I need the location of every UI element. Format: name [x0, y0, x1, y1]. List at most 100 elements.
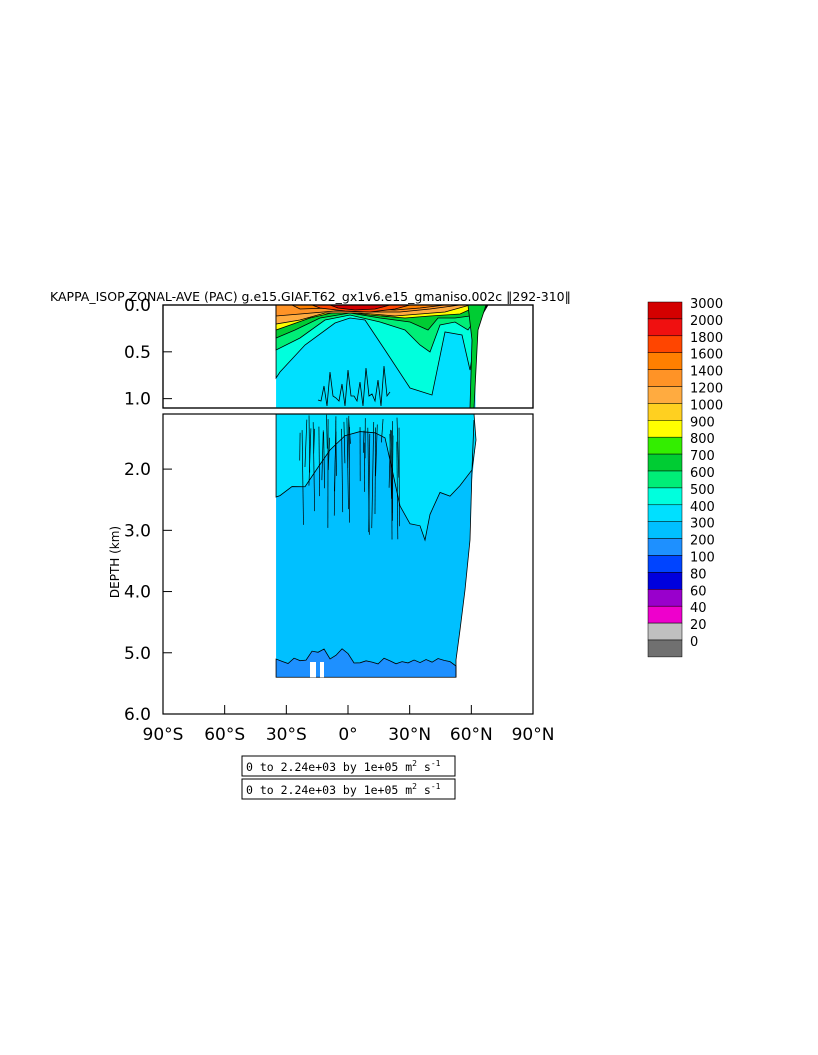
- colorbar-swatch: [647, 589, 683, 607]
- colorbar-label: 200: [690, 534, 715, 549]
- y-axis-label: DEPTH (km): [108, 526, 122, 598]
- contour-line: [362, 430, 365, 453]
- colorbar: 3000200018001600140012001000900800700600…: [647, 297, 723, 658]
- contour-line: [389, 433, 392, 499]
- colorbar-swatch: [647, 572, 683, 590]
- colorbar-label: 20: [690, 618, 707, 633]
- colorbar-swatch: [647, 487, 683, 506]
- colorbar-label: 3000: [690, 297, 723, 312]
- contour-line: [367, 427, 370, 535]
- contour-line: [308, 428, 312, 486]
- contour-line: [375, 424, 378, 477]
- y-tick-label: 5.0: [124, 644, 151, 664]
- contour-line: [391, 430, 393, 540]
- x-tick-label: 0°: [338, 725, 357, 745]
- data-gap: [320, 662, 324, 678]
- contour-line: [371, 421, 375, 529]
- contour-line: [312, 422, 315, 512]
- colorbar-label: 1600: [690, 348, 723, 363]
- y-tick-label: 0.5: [124, 343, 151, 363]
- colorbar-swatch: [647, 352, 683, 370]
- x-tick-label: 60°S: [204, 725, 245, 745]
- colorbar-swatch: [647, 369, 683, 387]
- data-gap: [310, 662, 316, 678]
- x-tick-label: 30°S: [266, 725, 307, 745]
- bottom-panel-field: [275, 413, 477, 678]
- contour-line: [347, 415, 350, 468]
- x-axis: 90°S 60°S 30°S 0° 30°N 60°N 90°N: [143, 705, 555, 745]
- colorbar-swatch: [647, 538, 683, 556]
- chart-title: KAPPA_ISOP ZONAL-AVE (PAC) g.e15.GIAF.T6…: [50, 289, 571, 304]
- contour-line: [301, 430, 304, 525]
- colorbar-label: 600: [690, 466, 715, 481]
- y-tick-label: 1.0: [124, 390, 151, 410]
- info-box-text: 0 to 2.24e+03 by 1e+05 m2 s-1: [246, 759, 441, 774]
- colorbar-label: 0: [690, 635, 698, 650]
- colorbar-label: 80: [690, 567, 707, 582]
- colorbar-label: 40: [690, 601, 707, 616]
- top-panel-field: [275, 304, 490, 409]
- colorbar-swatch: [647, 470, 683, 489]
- colorbar-label: 1200: [690, 382, 723, 397]
- colorbar-swatch: [647, 386, 683, 404]
- colorbar-swatch: [647, 420, 683, 438]
- top-panel-border: [162, 304, 534, 409]
- colorbar-swatch: [647, 605, 683, 624]
- colorbar-swatch: [647, 453, 683, 472]
- colorbar-swatch: [647, 521, 683, 539]
- contour-line: [343, 421, 346, 464]
- colorbar-swatch: [647, 555, 683, 573]
- x-tick-label: 60°N: [450, 725, 493, 745]
- contour-line: [341, 428, 344, 513]
- y-tick-label: 0.0: [124, 296, 151, 316]
- contour-line: [327, 437, 330, 471]
- info-box-text: 0 to 2.24e+03 by 1e+05 m2 s-1: [246, 782, 441, 797]
- colorbar-swatch: [647, 504, 683, 522]
- colorbar-label: 400: [690, 500, 715, 515]
- y-tick-label: 3.0: [124, 521, 151, 541]
- contour-line: [326, 414, 328, 449]
- contour-line: [313, 428, 315, 454]
- contour-line: [317, 365, 391, 407]
- y-tick-label: 2.0: [124, 460, 151, 480]
- bottom-panel: [162, 413, 534, 715]
- y-axis-top: 0.0 0.5 1.0: [124, 296, 172, 410]
- contour-line: [304, 419, 308, 467]
- colorbar-label: 900: [690, 415, 715, 430]
- y-axis-bottom: 2.0 3.0 4.0 5.0 6.0: [124, 460, 172, 725]
- colorbar-label: 1400: [690, 365, 723, 380]
- colorbar-swatch: [647, 301, 683, 320]
- colorbar-label: 300: [690, 517, 715, 532]
- y-tick-label: 4.0: [124, 583, 151, 603]
- info-box: [241, 755, 456, 777]
- info-box: [241, 778, 456, 800]
- colorbar-label: 1000: [690, 398, 723, 413]
- contour-line: [318, 426, 320, 497]
- top-panel: [162, 304, 534, 409]
- contour-line: [455, 419, 475, 678]
- colorbar-label: 2000: [690, 314, 723, 329]
- colorbar-label: 500: [690, 483, 715, 498]
- colorbar-swatch: [647, 436, 683, 455]
- x-tick-label: 90°S: [143, 725, 184, 745]
- contour-info-boxes: 0 to 2.24e+03 by 1e+05 m2 s-1 0 to 2.24e+…: [241, 755, 456, 800]
- contour-line: [333, 416, 337, 516]
- colorbar-label: 1800: [690, 331, 723, 346]
- colorbar-swatch: [647, 335, 683, 353]
- colorbar-swatch: [647, 403, 683, 421]
- x-tick-label: 90°N: [512, 725, 555, 745]
- colorbar-label: 700: [690, 449, 715, 464]
- contour-line: [391, 435, 394, 514]
- contour-line: [396, 417, 400, 478]
- colorbar-swatch: [647, 639, 683, 658]
- colorbar-label: 60: [690, 584, 707, 599]
- colorbar-swatch: [647, 318, 683, 337]
- x-tick-label: 30°N: [388, 725, 431, 745]
- contour-line: [323, 432, 325, 489]
- contour-line: [381, 419, 384, 443]
- contour-line: [396, 441, 399, 540]
- colorbar-label: 800: [690, 432, 715, 447]
- contour-line: [374, 427, 376, 515]
- contour-line: [321, 430, 324, 481]
